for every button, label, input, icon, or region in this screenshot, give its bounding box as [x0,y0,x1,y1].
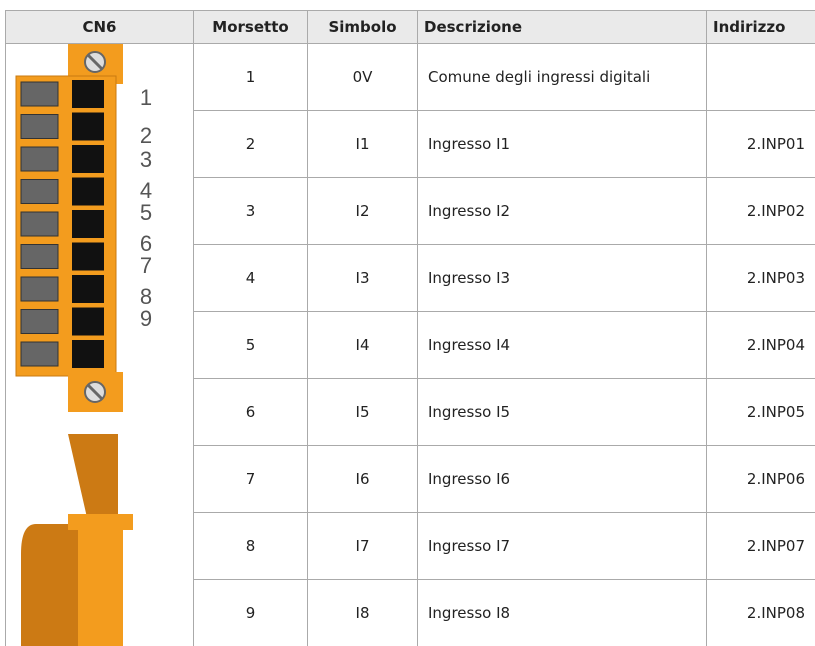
pin-label: 2 [140,123,152,148]
pin-label: 6 [140,231,152,256]
pin-slot [20,146,59,172]
cell-simbolo: I1 [307,110,418,178]
pin-screw [72,242,104,271]
cell-indirizzo: 2.INP08 [706,579,815,646]
pin-label: 1 [140,85,152,110]
pin-label: 3 [140,147,152,172]
cell-indirizzo: 2.INP07 [706,512,815,580]
header-cell: Indirizzo [706,10,815,44]
pin-slot [20,341,59,367]
cell-simbolo: I7 [307,512,418,580]
header-cell: Descrizione [417,10,707,44]
cell-indirizzo: 2.INP02 [706,177,815,245]
pin-label: 5 [140,200,152,225]
cell-morsetto: 2 [193,110,308,178]
pin-screw [72,145,104,173]
table-row: 4 I3 Ingresso I3 2.INP03 [6,244,815,312]
pin-screw [72,112,104,141]
cell-simbolo: 0V [307,43,418,111]
cell-indirizzo: 2.INP04 [706,311,815,379]
cell-descrizione: Ingresso I5 [417,378,707,446]
cell-indirizzo: 2.INP01 [706,110,815,178]
cell-simbolo: I8 [307,579,418,646]
pin-slot [20,211,59,237]
cell-morsetto: 8 [193,512,308,580]
header-row: CN6 Morsetto Simbolo Descrizione Indiriz… [5,10,815,44]
pin-slot [20,114,59,139]
cell-morsetto: 6 [193,378,308,446]
table-row: 9 I8 Ingresso I8 2.INP08 [6,579,815,646]
pin-slot [20,276,59,302]
table-row: 3 I2 Ingresso I2 2.INP02 [6,177,815,245]
cell-indirizzo: 2.INP05 [706,378,815,446]
pin-screw [72,340,104,368]
table-row: 2 I1 Ingresso I1 2.INP01 [6,110,815,178]
cell-descrizione: Comune degli ingressi digitali [417,43,707,111]
pin-slot [20,309,59,334]
cell-descrizione: Ingresso I6 [417,445,707,513]
cell-simbolo: I4 [307,311,418,379]
cell-simbolo: I2 [307,177,418,245]
cell-indirizzo: 2.INP03 [706,244,815,312]
header-cell: Simbolo [307,10,418,44]
connector-image: 1 23 45 67 89 [15,44,152,646]
pin-slot [20,81,59,107]
cell-simbolo: I6 [307,445,418,513]
pin-screw [72,307,104,336]
cell-morsetto: 7 [193,445,308,513]
cell-morsetto: 4 [193,244,308,312]
cell-morsetto: 9 [193,579,308,646]
cell-simbolo: I3 [307,244,418,312]
pin-label: 8 [140,284,152,309]
table-row: 8 I7 Ingresso I7 2.INP07 [6,512,815,580]
header-cell: Morsetto [193,10,308,44]
pin-label: 7 [140,253,152,278]
table-row: 6 I5 Ingresso I5 2.INP05 [6,378,815,446]
cell-morsetto: 3 [193,177,308,245]
table-row: 5 I4 Ingresso I4 2.INP04 [6,311,815,379]
pin-screw [72,177,104,206]
cell-simbolo: I5 [307,378,418,446]
cell-descrizione: Ingresso I1 [417,110,707,178]
cell-morsetto: 1 [193,43,308,111]
cell-descrizione: Ingresso I7 [417,512,707,580]
pin-label: 4 [140,178,152,203]
pin-slot [20,244,59,269]
pin-screw [72,275,104,303]
pin-screw [72,80,104,108]
pin-label: 9 [140,306,152,331]
cell-descrizione: Ingresso I8 [417,579,707,646]
cell-indirizzo: 2.INP06 [706,445,815,513]
pin-slot [20,179,59,204]
cell-indirizzo [706,43,815,111]
cell-descrizione: Ingresso I3 [417,244,707,312]
cell-morsetto: 5 [193,311,308,379]
pin-screw [72,210,104,238]
header-cell: CN6 [5,10,194,44]
cell-descrizione: Ingresso I2 [417,177,707,245]
cell-descrizione: Ingresso I4 [417,311,707,379]
table-row: 7 I6 Ingresso I6 2.INP06 [6,445,815,513]
